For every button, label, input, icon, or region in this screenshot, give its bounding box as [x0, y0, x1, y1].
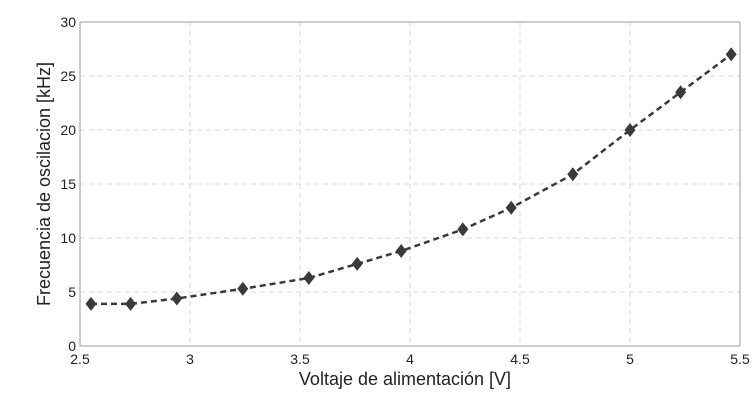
x-tick-label: 3.5 — [290, 351, 310, 367]
data-point-marker — [85, 296, 97, 311]
x-tick-label: 4.5 — [510, 351, 530, 367]
x-tick-label: 5 — [626, 351, 634, 367]
data-point-marker — [567, 167, 579, 182]
x-axis-title: Voltaje de alimentación [V] — [299, 369, 511, 389]
data-point-marker — [171, 291, 183, 306]
plot-frame — [79, 21, 741, 347]
x-tick-label: 5.5 — [730, 351, 750, 367]
data-point-marker — [624, 123, 636, 137]
y-tick-label: 20 — [60, 122, 76, 138]
y-tick-label: 10 — [60, 230, 76, 246]
data-point-marker — [457, 222, 469, 237]
data-point-marker — [505, 200, 517, 215]
data-point-marker — [675, 85, 687, 100]
series-line — [91, 53, 732, 306]
y-tick-label: 30 — [60, 14, 76, 30]
y-tick-label: 5 — [68, 284, 76, 300]
x-tick-label: 3 — [186, 351, 194, 367]
data-point-marker — [395, 243, 407, 258]
y-axis-title: Frecuencia de oscilacion [kHz] — [34, 62, 54, 306]
series-layer — [85, 47, 737, 311]
x-tick-label: 4 — [406, 351, 414, 367]
data-point-marker — [237, 281, 249, 296]
y-tick-label: 15 — [60, 176, 76, 192]
x-tick-label: 2.5 — [70, 351, 90, 367]
data-point-marker — [351, 256, 363, 271]
data-point-marker — [125, 296, 137, 311]
data-point-marker — [725, 47, 737, 62]
y-tick-label: 25 — [60, 68, 76, 84]
x-tick-labels: 2.5 3 3.5 4 4.5 5 5.5 — [70, 351, 750, 367]
data-point-marker — [303, 270, 315, 285]
y-tick-labels: 0 5 10 15 20 25 30 — [60, 14, 76, 354]
y-tick-label: 0 — [68, 338, 76, 354]
